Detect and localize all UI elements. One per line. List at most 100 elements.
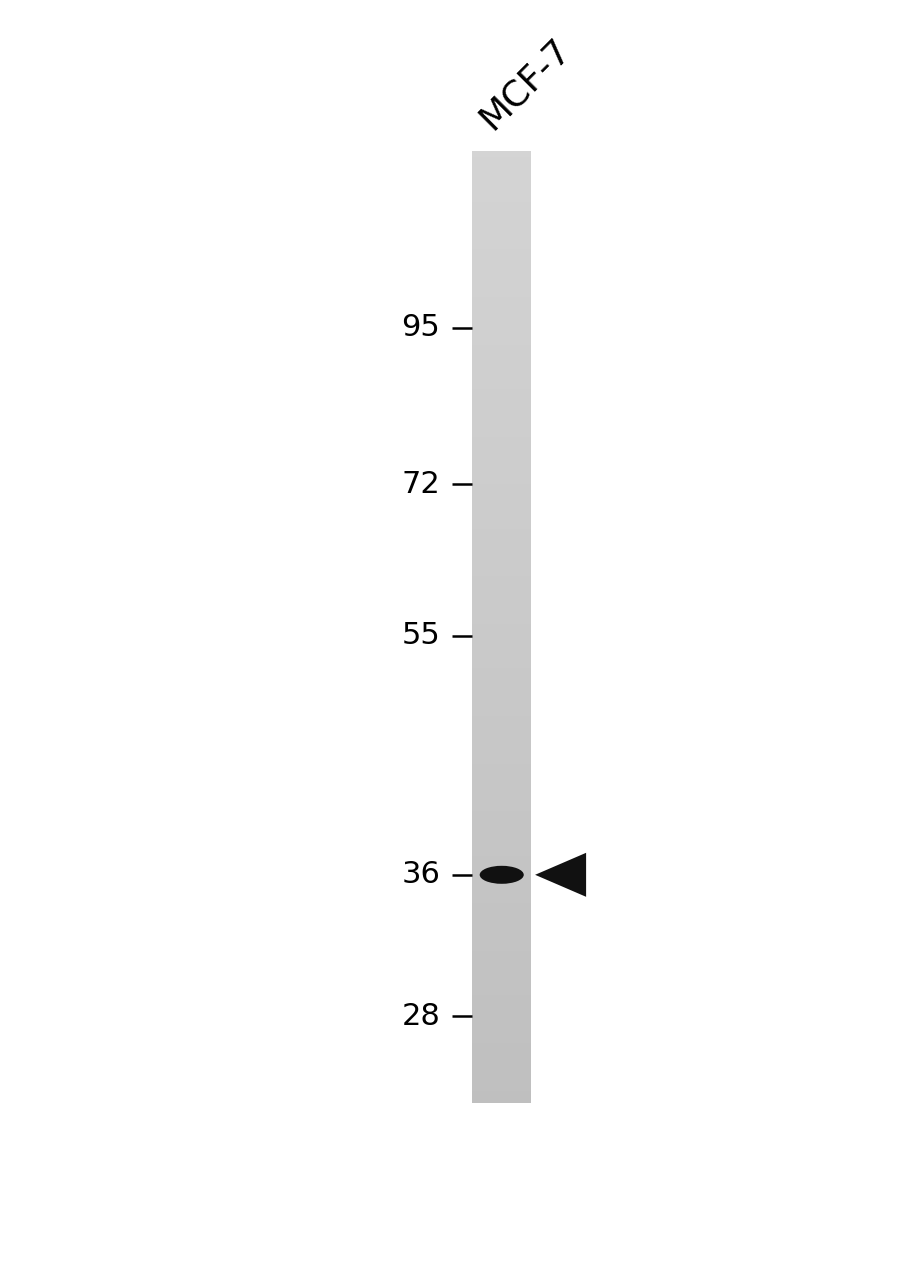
Bar bbox=[471, 630, 531, 634]
Bar bbox=[471, 366, 531, 370]
Bar bbox=[471, 160, 531, 164]
Bar bbox=[471, 300, 531, 303]
Bar bbox=[471, 1097, 531, 1101]
Bar bbox=[471, 916, 531, 919]
Bar bbox=[471, 348, 531, 351]
Bar bbox=[471, 722, 531, 726]
Bar bbox=[471, 977, 531, 979]
Bar bbox=[471, 259, 531, 262]
Bar bbox=[471, 904, 531, 906]
Bar bbox=[471, 808, 531, 812]
Bar bbox=[471, 284, 531, 288]
Bar bbox=[471, 649, 531, 653]
Bar bbox=[471, 859, 531, 863]
Bar bbox=[471, 614, 531, 618]
Bar bbox=[471, 668, 531, 672]
Bar bbox=[471, 1001, 531, 1005]
Bar bbox=[471, 687, 531, 691]
Bar bbox=[471, 271, 531, 275]
Bar bbox=[471, 945, 531, 947]
Bar bbox=[471, 1043, 531, 1046]
Bar bbox=[471, 342, 531, 344]
Bar bbox=[471, 306, 531, 310]
Bar bbox=[471, 230, 531, 233]
Bar bbox=[471, 922, 531, 925]
Bar bbox=[471, 297, 531, 301]
Bar bbox=[471, 151, 531, 154]
Bar bbox=[471, 900, 531, 904]
Bar bbox=[471, 792, 531, 795]
Bar bbox=[471, 906, 531, 910]
Bar bbox=[471, 842, 531, 846]
Bar bbox=[471, 550, 531, 554]
Bar bbox=[471, 627, 531, 630]
Bar bbox=[471, 852, 531, 856]
Bar bbox=[471, 531, 531, 535]
Bar bbox=[471, 488, 531, 490]
Bar bbox=[471, 227, 531, 230]
Bar bbox=[471, 818, 531, 820]
Bar bbox=[471, 947, 531, 951]
Bar bbox=[471, 700, 531, 704]
Bar bbox=[471, 364, 531, 367]
Bar bbox=[471, 522, 531, 526]
Bar bbox=[471, 846, 531, 850]
Bar bbox=[471, 586, 531, 589]
Bar bbox=[471, 741, 531, 745]
Bar bbox=[471, 573, 531, 576]
Bar bbox=[471, 910, 531, 913]
Bar bbox=[471, 570, 531, 573]
Bar bbox=[471, 471, 531, 475]
Bar bbox=[471, 786, 531, 788]
Bar bbox=[471, 544, 531, 548]
Bar bbox=[471, 1014, 531, 1018]
Bar bbox=[471, 250, 531, 252]
Bar bbox=[471, 681, 531, 685]
Text: 36: 36 bbox=[401, 860, 440, 890]
Text: 55: 55 bbox=[401, 621, 440, 650]
Bar bbox=[471, 589, 531, 593]
Bar bbox=[471, 754, 531, 758]
Bar bbox=[471, 265, 531, 269]
Bar bbox=[471, 891, 531, 893]
Bar bbox=[471, 239, 531, 243]
Bar bbox=[471, 316, 531, 319]
Bar bbox=[471, 525, 531, 529]
Bar bbox=[471, 424, 531, 428]
Bar bbox=[471, 996, 531, 998]
Bar bbox=[471, 220, 531, 224]
Bar bbox=[471, 335, 531, 338]
Bar bbox=[471, 481, 531, 484]
Bar bbox=[471, 310, 531, 312]
Bar bbox=[471, 998, 531, 1002]
Bar bbox=[471, 941, 531, 945]
Bar bbox=[471, 1033, 531, 1037]
Bar bbox=[471, 773, 531, 777]
Bar bbox=[471, 218, 531, 221]
Bar bbox=[471, 332, 531, 335]
Bar bbox=[471, 954, 531, 957]
Bar bbox=[471, 440, 531, 443]
Bar bbox=[471, 567, 531, 570]
Bar bbox=[471, 678, 531, 681]
Bar bbox=[471, 675, 531, 678]
Bar bbox=[471, 233, 531, 237]
Bar bbox=[471, 1050, 531, 1052]
Bar bbox=[471, 970, 531, 973]
Bar bbox=[471, 709, 531, 713]
Bar bbox=[471, 872, 531, 874]
Bar bbox=[471, 529, 531, 532]
Bar bbox=[471, 636, 531, 640]
Bar bbox=[471, 979, 531, 983]
Bar bbox=[471, 580, 531, 582]
Bar bbox=[471, 383, 531, 387]
Bar bbox=[471, 1030, 531, 1033]
Bar bbox=[471, 690, 531, 694]
Bar bbox=[471, 421, 531, 424]
Bar bbox=[471, 205, 531, 209]
Bar bbox=[471, 582, 531, 586]
Bar bbox=[471, 561, 531, 563]
Bar bbox=[471, 557, 531, 561]
Bar bbox=[471, 538, 531, 541]
Bar bbox=[471, 1024, 531, 1027]
